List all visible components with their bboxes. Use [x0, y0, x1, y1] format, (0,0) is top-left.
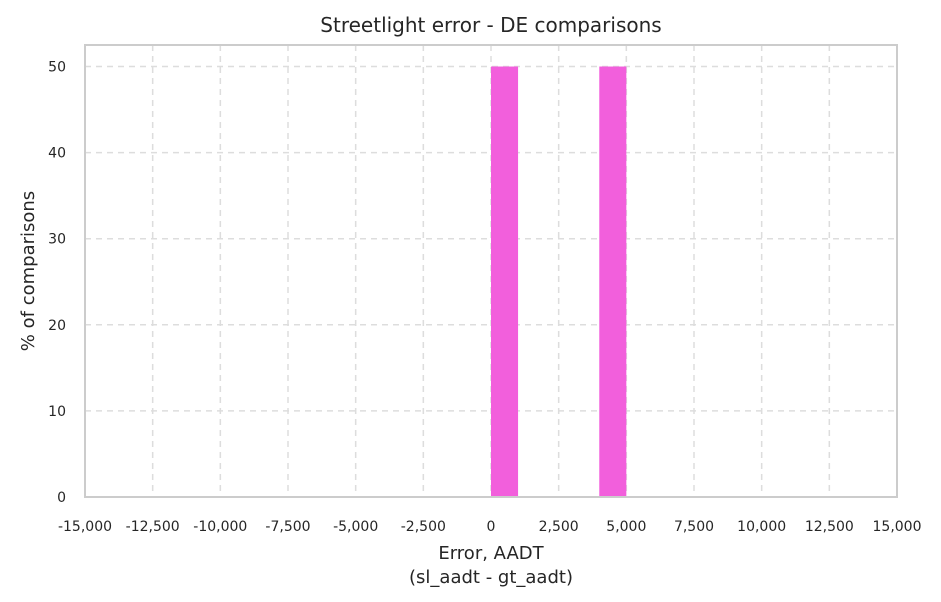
- histogram-bar-1: [491, 66, 519, 498]
- x-axis-label: Error, AADT: [438, 543, 544, 564]
- x-tick-label: 12,500: [805, 519, 854, 535]
- x-tick-labels: -15,000 -12,500 -10,000 -7,500 -5,000 -2,500 0…: [58, 519, 922, 535]
- x-tick-label: 7,500: [674, 519, 714, 535]
- x-tick-label: -15,000: [58, 519, 112, 535]
- x-tick-label: 0: [487, 519, 496, 535]
- histogram-bar-2: [599, 66, 627, 498]
- plot-frame: [84, 44, 898, 498]
- x-tick-label: -10,000: [193, 519, 247, 535]
- x-tick-label: -5,000: [333, 519, 378, 535]
- y-tick-label: 50: [48, 60, 66, 76]
- x-tick-label: 15,000: [873, 519, 922, 535]
- x-tick-label: 2,500: [539, 519, 579, 535]
- y-tick-label: 20: [48, 318, 66, 334]
- y-tick-label: 40: [48, 146, 66, 162]
- x-tick-label: 5,000: [606, 519, 646, 535]
- y-tick-label: 10: [48, 404, 66, 420]
- x-tick-label: 10,000: [737, 519, 786, 535]
- y-axis-label: % of comparisons: [18, 191, 39, 351]
- x-tick-label: -2,500: [401, 519, 446, 535]
- chart-title: Streetlight error - DE comparisons: [320, 13, 661, 37]
- y-tick-labels: 0 10 20 30 40 50: [48, 60, 66, 506]
- x-tick-label: -12,500: [126, 519, 180, 535]
- y-tick-label: 0: [57, 490, 66, 506]
- x-tick-label: -7,500: [265, 519, 310, 535]
- bars: [491, 66, 627, 498]
- x-axis-label-sub: (sl_aadt - gt_aadt): [409, 567, 573, 588]
- y-tick-label: 30: [48, 232, 66, 248]
